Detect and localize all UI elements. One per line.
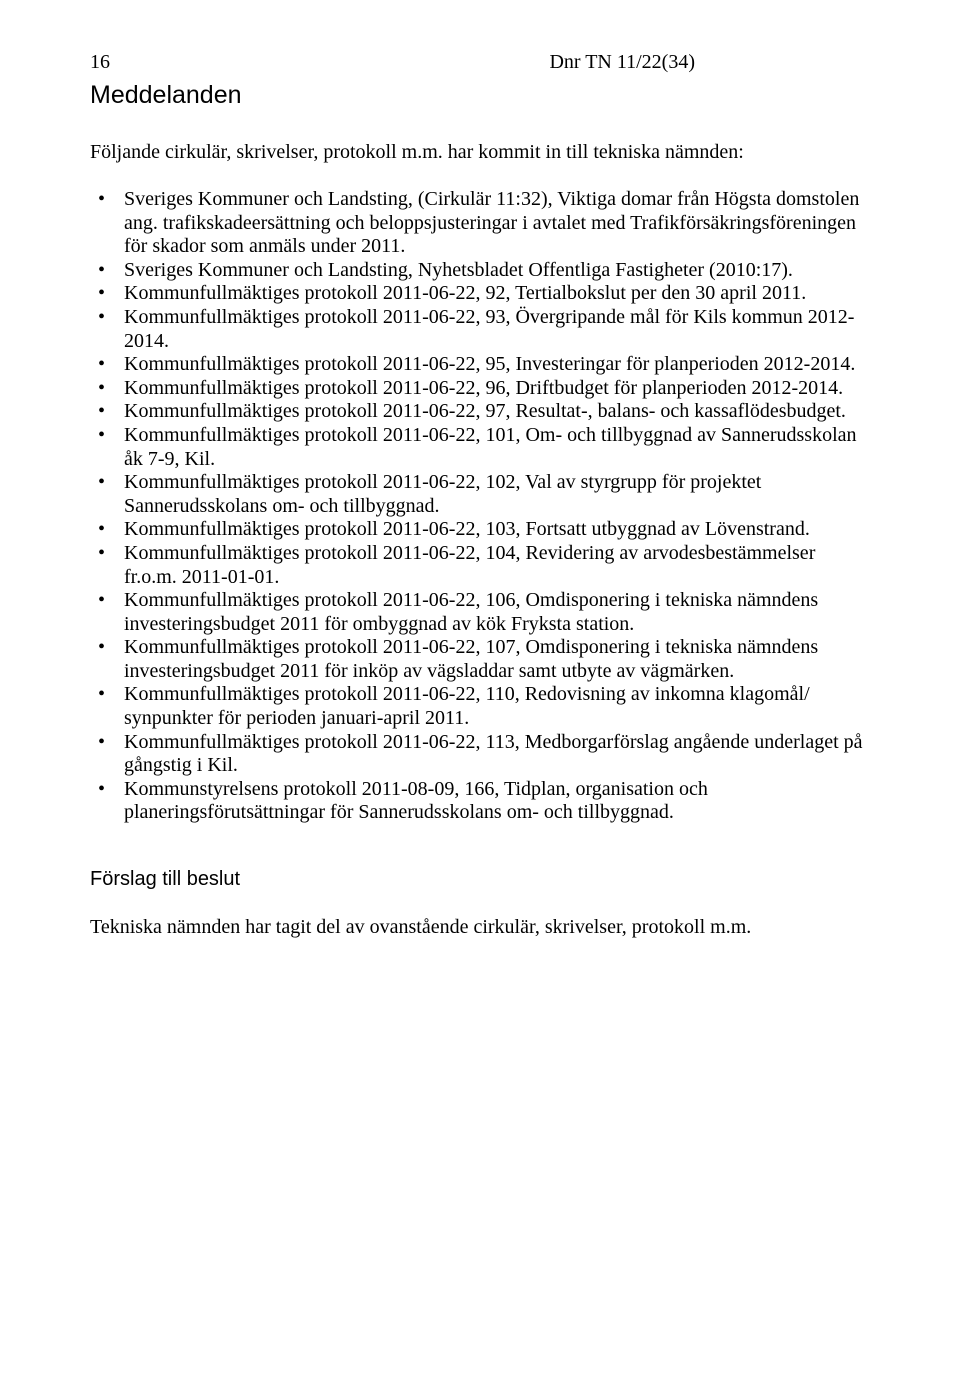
list-item: Kommunfullmäktiges protokoll 2011-06-22,… [124, 282, 870, 306]
list-item-text: Kommunfullmäktiges protokoll 2011-06-22,… [124, 306, 854, 352]
list-item: Kommunfullmäktiges protokoll 2011-06-22,… [124, 518, 870, 542]
list-item: Kommunfullmäktiges protokoll 2011-06-22,… [124, 636, 870, 683]
intro-text: Följande cirkulär, skrivelser, protokoll… [90, 140, 870, 164]
list-item-text: Kommunfullmäktiges protokoll 2011-06-22,… [124, 636, 818, 682]
closing-text: Tekniska nämnden har tagit del av ovanst… [90, 915, 870, 939]
list-item-text: åk 7-9, Kil. [124, 448, 215, 470]
list-item-text: Kommunfullmäktiges protokoll 2011-06-22,… [124, 353, 855, 375]
list-item-text: Kommunfullmäktiges protokoll 2011-06-22,… [124, 471, 761, 517]
list-item-text: Kommunfullmäktiges protokoll 2011-06-22,… [124, 683, 810, 729]
list-item: Sveriges Kommuner och Landsting, (Cirkul… [124, 188, 870, 259]
subtitle: Förslag till beslut [90, 867, 870, 891]
list-item-text: Kommunstyrelsens protokoll 2011-08-09, 1… [124, 778, 708, 824]
dnr-label: Dnr TN 11/22(34) [549, 50, 870, 74]
main-title: Meddelanden [90, 80, 870, 110]
list-item-text: Sveriges Kommuner och Landsting, Nyhetsb… [124, 259, 793, 281]
list-item-text: Kommunfullmäktiges protokoll 2011-06-22,… [124, 400, 846, 422]
list-item-text: Kommunfullmäktiges protokoll 2011-06-22,… [124, 542, 815, 588]
bullet-list: Sveriges Kommuner och Landsting, (Cirkul… [90, 188, 870, 825]
list-item: Kommunfullmäktiges protokoll 2011-06-22,… [124, 400, 870, 424]
list-item-text: Kommunfullmäktiges protokoll 2011-06-22,… [124, 377, 843, 399]
list-item-text: Kommunfullmäktiges protokoll 2011-06-22,… [124, 731, 863, 777]
header-row: 16 Dnr TN 11/22(34) [90, 50, 870, 74]
list-item-text: Kommunfullmäktiges protokoll 2011-06-22,… [124, 282, 806, 304]
list-item: Kommunfullmäktiges protokoll 2011-06-22,… [124, 683, 870, 730]
list-item: Kommunfullmäktiges protokoll 2011-06-22,… [124, 306, 870, 353]
list-item: Kommunfullmäktiges protokoll 2011-06-22,… [124, 377, 870, 401]
page-number: 16 [90, 50, 110, 74]
list-item: Kommunfullmäktiges protokoll 2011-06-22,… [124, 471, 870, 518]
list-item-text: Kommunfullmäktiges protokoll 2011-06-22,… [124, 589, 818, 635]
list-item-text: Sveriges Kommuner och Landsting, (Cirkul… [124, 188, 859, 257]
list-item: Sveriges Kommuner och Landsting, Nyhetsb… [124, 259, 870, 283]
list-item: Kommunfullmäktiges protokoll 2011-06-22,… [124, 589, 870, 636]
list-item: Kommunstyrelsens protokoll 2011-08-09, 1… [124, 778, 870, 825]
list-item-text: Kommunfullmäktiges protokoll 2011-06-22,… [124, 424, 857, 446]
list-item: Kommunfullmäktiges protokoll 2011-06-22,… [124, 424, 870, 471]
list-item: Kommunfullmäktiges protokoll 2011-06-22,… [124, 731, 870, 778]
list-item: Kommunfullmäktiges protokoll 2011-06-22,… [124, 542, 870, 589]
list-item: Kommunfullmäktiges protokoll 2011-06-22,… [124, 353, 870, 377]
list-item-text: Kommunfullmäktiges protokoll 2011-06-22,… [124, 518, 810, 540]
